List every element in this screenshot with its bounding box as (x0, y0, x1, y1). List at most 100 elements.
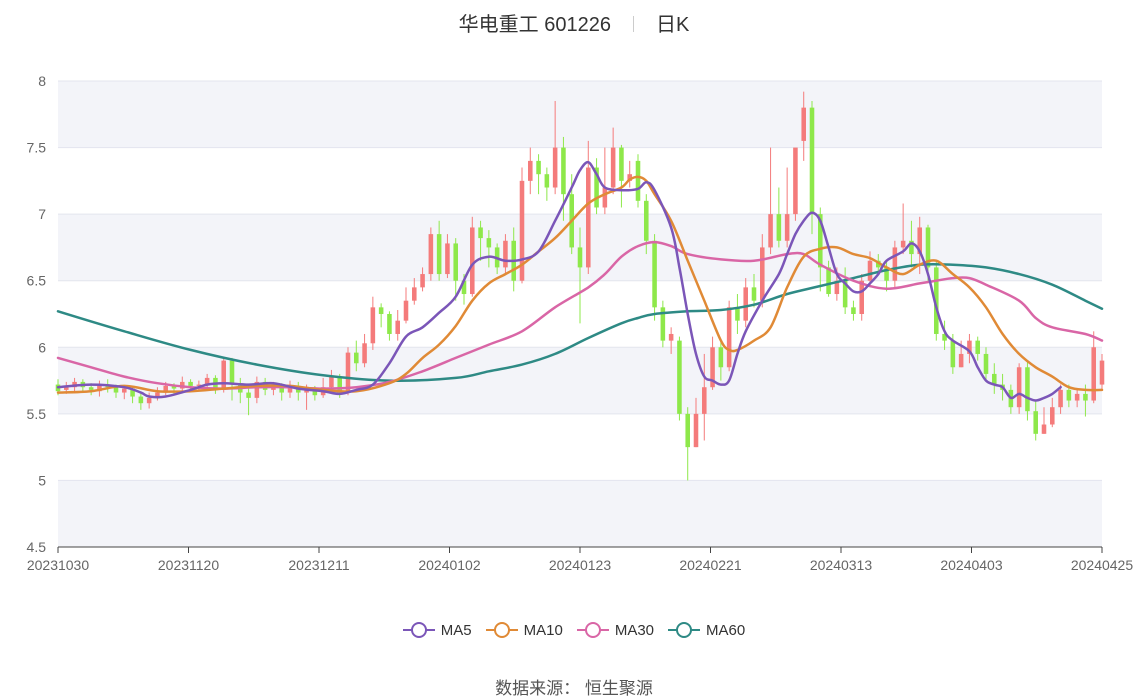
candle-body (975, 340, 980, 354)
candle-body (867, 260, 873, 281)
candle-body (436, 234, 442, 275)
candle (1074, 389, 1080, 408)
candle-body (859, 280, 864, 314)
candle (544, 167, 550, 201)
circle-icon (402, 620, 435, 640)
candle (97, 380, 102, 397)
candle-body (122, 388, 127, 393)
candle-body (362, 343, 367, 364)
candle (685, 407, 690, 481)
candle (387, 311, 392, 341)
x-axis: 20231030 20231120 20231211 20240102 20240123… (27, 546, 1133, 573)
candle-body (726, 307, 732, 368)
candle-body (900, 240, 906, 248)
candle-body (619, 147, 624, 181)
candle (735, 294, 740, 334)
ma-lines (56, 160, 1104, 402)
candle (983, 347, 989, 381)
candle-body (428, 234, 434, 275)
candle-body (934, 267, 939, 334)
candle (1033, 400, 1038, 441)
candle (378, 303, 384, 328)
candle-body (412, 287, 417, 301)
period-label: 日K (655, 14, 690, 36)
candle (470, 216, 475, 297)
candle-body (503, 240, 508, 268)
candle (760, 234, 765, 308)
candle-body (279, 387, 284, 393)
candle-body (693, 413, 699, 448)
candle-body (130, 388, 135, 397)
candle (842, 267, 848, 314)
candle-body (445, 243, 450, 275)
legend-item-ma30[interactable]: MA30 (576, 620, 654, 640)
candle-body (610, 147, 616, 188)
candle-body (586, 167, 591, 268)
candle-body (1033, 411, 1038, 434)
candle (826, 260, 831, 297)
candle-body (784, 214, 790, 241)
candle-body (768, 214, 773, 248)
candle-body (594, 167, 599, 208)
candle-body (660, 307, 666, 341)
x-tick-label: 20231120 (158, 557, 219, 573)
candle-body (221, 360, 226, 390)
candle-body (1074, 393, 1080, 401)
candle-body (776, 214, 782, 241)
candle-body (834, 280, 840, 295)
candle-body (892, 247, 898, 281)
candle (851, 300, 856, 321)
candle-body (983, 353, 989, 374)
candle-body (635, 160, 641, 201)
candle (900, 203, 906, 255)
legend-item-ma10[interactable]: MA10 (485, 620, 563, 640)
candle-body (1025, 367, 1030, 412)
x-tick-label: 20240123 (549, 557, 612, 573)
legend-item-ma60[interactable]: MA60 (668, 620, 745, 640)
candle-body (155, 392, 160, 398)
candle (221, 356, 226, 393)
candle-body (1099, 360, 1105, 385)
candle-body (345, 352, 351, 393)
candle-body (1066, 389, 1072, 401)
candle-body (743, 287, 748, 321)
candle (884, 260, 889, 292)
x-tick-label: 20240221 (679, 557, 742, 573)
candle-body (370, 307, 376, 344)
candle (1041, 407, 1047, 434)
candle-body (702, 387, 707, 414)
circle-icon (576, 620, 609, 640)
candle-body (470, 227, 475, 295)
candle (577, 227, 583, 324)
candle-body (735, 307, 740, 321)
candles (55, 91, 1105, 481)
legend-item-ma5[interactable]: MA5 (402, 620, 472, 640)
candle-body (387, 314, 392, 334)
candle-body (146, 397, 152, 404)
title-divider (632, 16, 634, 32)
candle-body (536, 160, 541, 175)
candle-body (950, 340, 956, 368)
candle-body (818, 214, 823, 268)
candle-body (992, 373, 997, 385)
candle (138, 392, 144, 410)
candle (892, 240, 898, 288)
candle-body (229, 360, 235, 384)
candle-body (942, 333, 947, 341)
circle-icon (668, 620, 701, 640)
candle (453, 238, 458, 301)
candle (718, 340, 724, 381)
y-tick-label: 7.5 (27, 140, 47, 156)
candle-body (627, 174, 632, 181)
candle (428, 227, 434, 281)
candle (1058, 384, 1063, 414)
candle (967, 333, 972, 364)
candle (942, 320, 947, 350)
candle-body (1050, 407, 1055, 425)
candle-body (842, 280, 848, 308)
y-tick-label: 6 (38, 339, 46, 355)
candle-body (909, 240, 914, 255)
candle (702, 353, 707, 441)
candle (503, 234, 508, 275)
candle (660, 300, 666, 348)
